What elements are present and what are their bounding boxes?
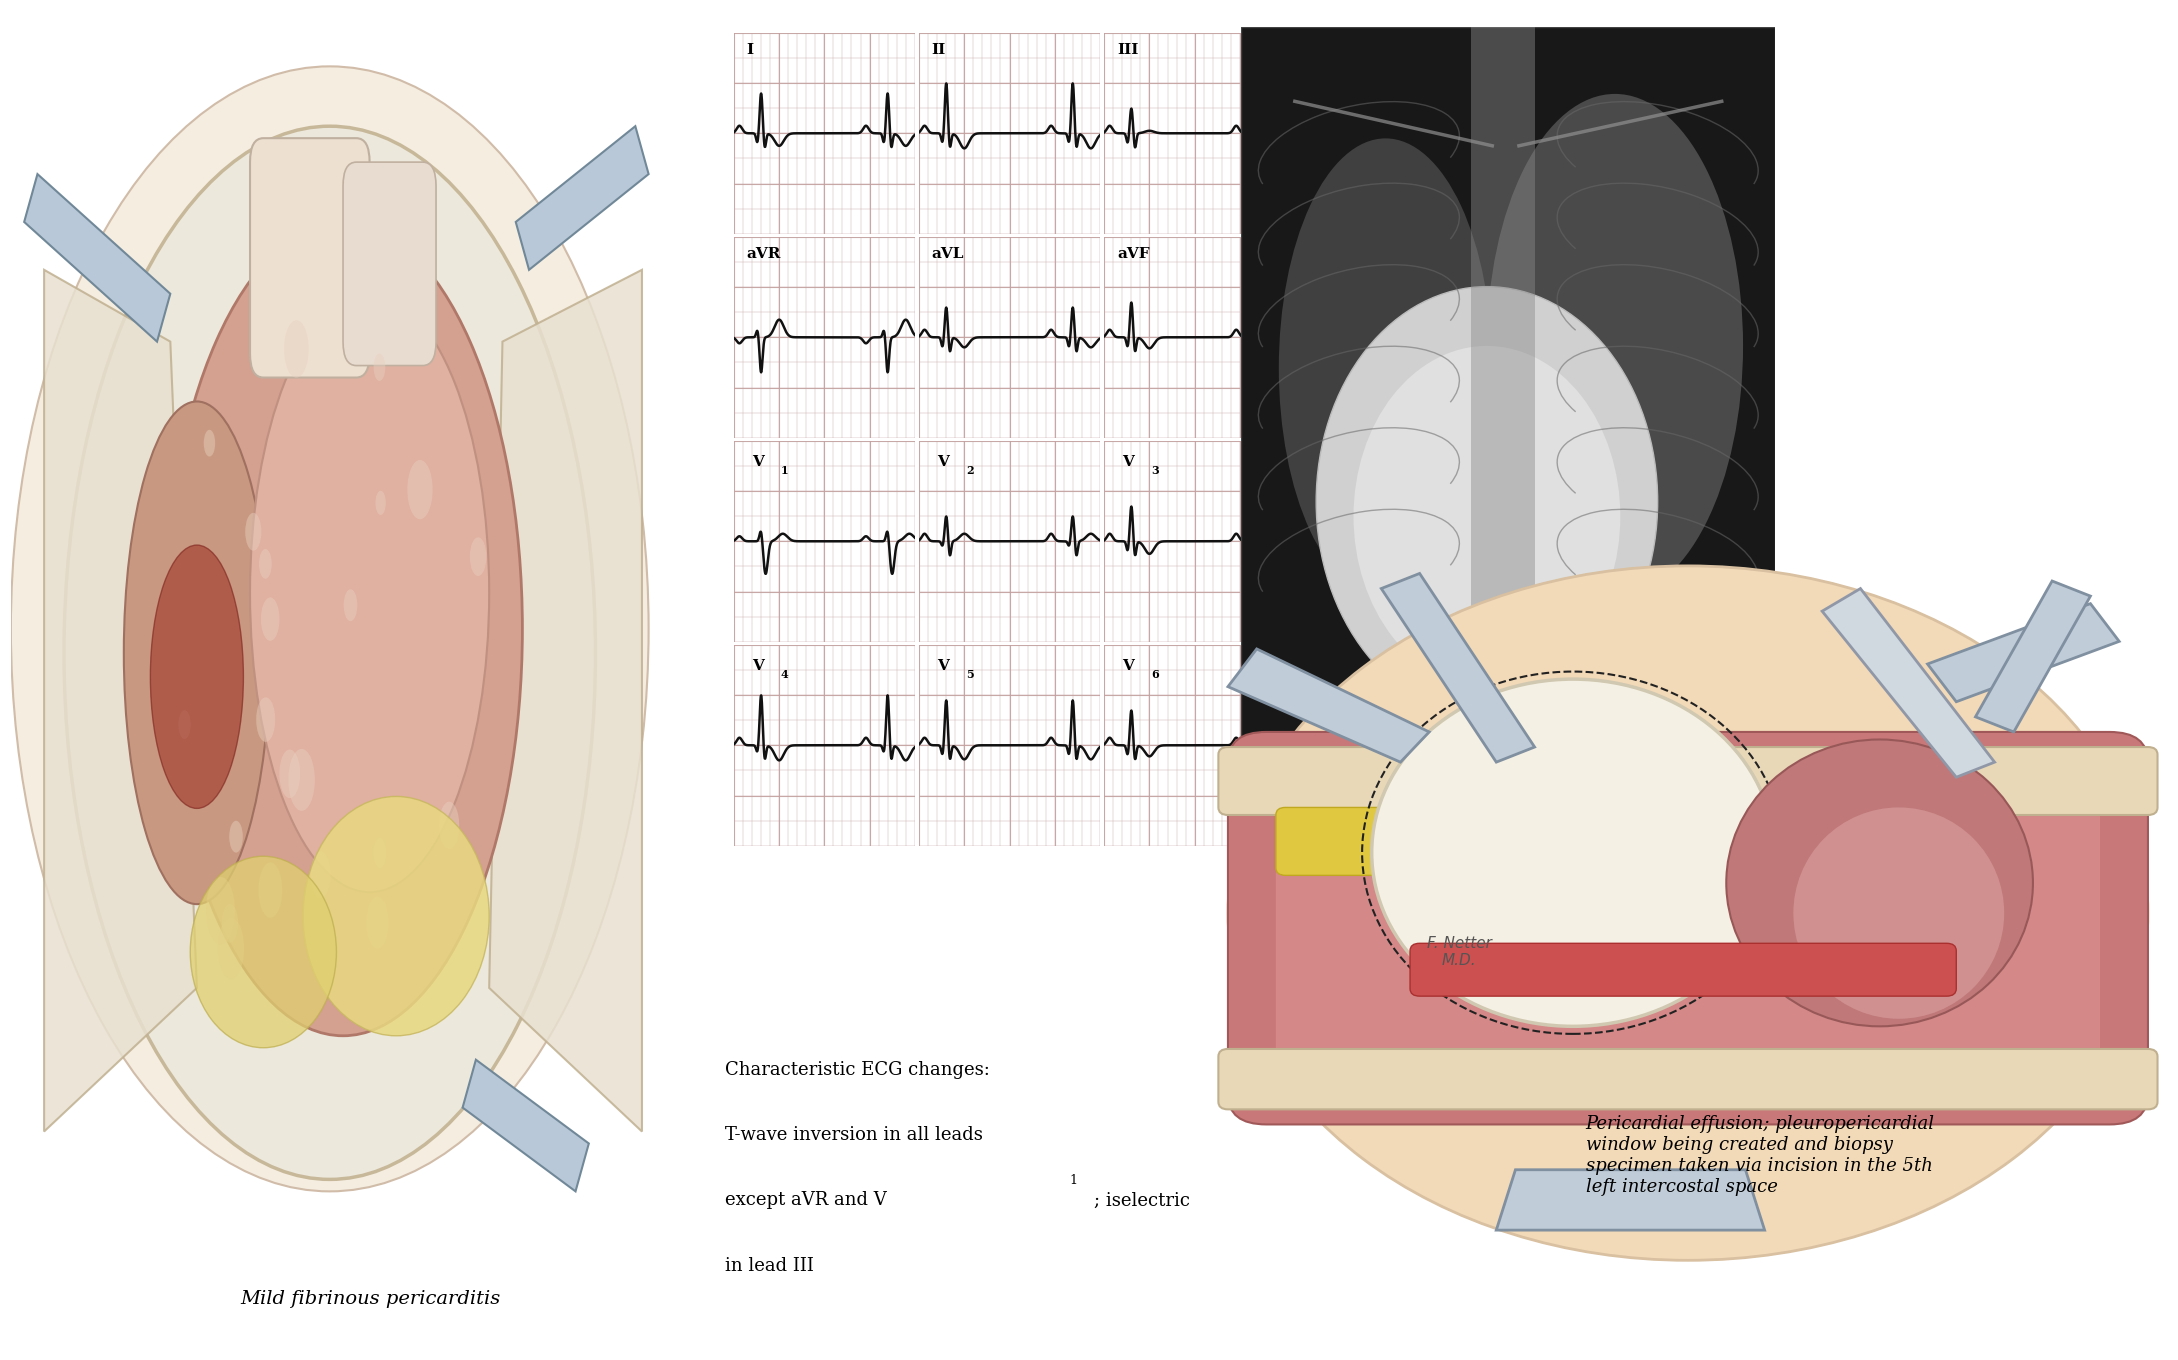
FancyBboxPatch shape — [342, 162, 436, 366]
Polygon shape — [1928, 604, 2119, 702]
FancyBboxPatch shape — [1409, 944, 1956, 996]
Ellipse shape — [1792, 808, 2004, 1019]
Ellipse shape — [311, 851, 331, 898]
Text: T-wave inversion in all leads: T-wave inversion in all leads — [725, 1126, 982, 1144]
Ellipse shape — [207, 877, 235, 945]
Bar — [1470, 27, 1535, 768]
Ellipse shape — [259, 549, 272, 579]
Ellipse shape — [11, 67, 649, 1191]
Ellipse shape — [218, 918, 244, 979]
Ellipse shape — [189, 857, 335, 1047]
Ellipse shape — [1228, 566, 2148, 1261]
Ellipse shape — [407, 460, 433, 520]
Ellipse shape — [229, 820, 242, 853]
Ellipse shape — [63, 126, 595, 1179]
Text: aVL: aVL — [932, 246, 965, 261]
Ellipse shape — [283, 320, 309, 378]
Text: 4: 4 — [782, 669, 788, 680]
Text: V: V — [751, 658, 764, 673]
FancyBboxPatch shape — [1276, 777, 2100, 1078]
Text: Characteristic ECG changes:: Characteristic ECG changes: — [725, 1061, 991, 1078]
Text: 2: 2 — [967, 465, 974, 476]
Text: V: V — [751, 454, 764, 469]
Polygon shape — [44, 269, 196, 1132]
Ellipse shape — [366, 896, 388, 948]
Polygon shape — [1975, 581, 2091, 732]
Ellipse shape — [205, 430, 216, 457]
Text: Mild fibrinous pericarditis: Mild fibrinous pericarditis — [240, 1289, 501, 1308]
Text: Pericardial effusion
(loculated on right side): Pericardial effusion (loculated on right… — [1241, 777, 1461, 816]
Text: 1: 1 — [782, 465, 788, 476]
Ellipse shape — [375, 354, 386, 381]
Text: V: V — [1122, 454, 1135, 469]
Text: I: I — [747, 42, 754, 57]
Ellipse shape — [279, 749, 301, 798]
FancyBboxPatch shape — [1276, 808, 1583, 876]
FancyBboxPatch shape — [1218, 1049, 2158, 1110]
Ellipse shape — [372, 838, 386, 868]
Ellipse shape — [287, 749, 316, 811]
Ellipse shape — [261, 597, 279, 641]
Ellipse shape — [1353, 345, 1620, 687]
Text: in lead III: in lead III — [725, 1257, 815, 1274]
Ellipse shape — [1372, 679, 1775, 1027]
Text: 6: 6 — [1152, 669, 1159, 680]
Ellipse shape — [250, 294, 490, 892]
Ellipse shape — [440, 801, 460, 849]
Ellipse shape — [124, 401, 270, 904]
Ellipse shape — [257, 698, 274, 743]
Text: V: V — [937, 658, 950, 673]
Text: Pericardial effusion; pleuropericardial
window being created and biopsy
specimen: Pericardial effusion; pleuropericardial … — [1586, 1115, 1934, 1195]
Ellipse shape — [1278, 139, 1492, 598]
Ellipse shape — [470, 537, 486, 577]
Text: F. Netter
M.D.: F. Netter M.D. — [1427, 936, 1492, 968]
Ellipse shape — [150, 545, 244, 808]
Text: V: V — [1122, 658, 1135, 673]
Ellipse shape — [1727, 740, 2032, 1027]
Polygon shape — [24, 174, 170, 341]
Polygon shape — [1228, 649, 1429, 762]
Text: aVF: aVF — [1117, 246, 1150, 261]
Ellipse shape — [1488, 94, 1742, 598]
FancyBboxPatch shape — [1228, 732, 2148, 1125]
FancyBboxPatch shape — [250, 139, 370, 378]
Text: III: III — [1117, 42, 1139, 57]
Polygon shape — [462, 1059, 588, 1191]
Text: II: II — [932, 42, 945, 57]
Ellipse shape — [344, 589, 357, 622]
FancyBboxPatch shape — [1601, 823, 1832, 883]
Ellipse shape — [246, 513, 261, 551]
Text: except aVR and V: except aVR and V — [725, 1191, 886, 1209]
Text: V: V — [937, 454, 950, 469]
Ellipse shape — [375, 491, 386, 515]
FancyBboxPatch shape — [1218, 747, 2158, 815]
Ellipse shape — [179, 710, 192, 738]
Polygon shape — [1381, 574, 1535, 762]
Text: aVR: aVR — [747, 246, 782, 261]
Ellipse shape — [1316, 287, 1657, 717]
Text: 5: 5 — [967, 669, 974, 680]
Text: ; iselectric: ; iselectric — [1093, 1191, 1189, 1209]
Text: 1: 1 — [1069, 1174, 1078, 1187]
Ellipse shape — [303, 797, 490, 1036]
Polygon shape — [490, 269, 643, 1132]
Polygon shape — [1823, 589, 1995, 777]
Polygon shape — [516, 126, 649, 269]
Ellipse shape — [259, 862, 283, 918]
Ellipse shape — [163, 222, 523, 1036]
Text: 3: 3 — [1152, 465, 1159, 476]
Polygon shape — [1496, 1170, 1764, 1229]
Ellipse shape — [222, 904, 237, 942]
